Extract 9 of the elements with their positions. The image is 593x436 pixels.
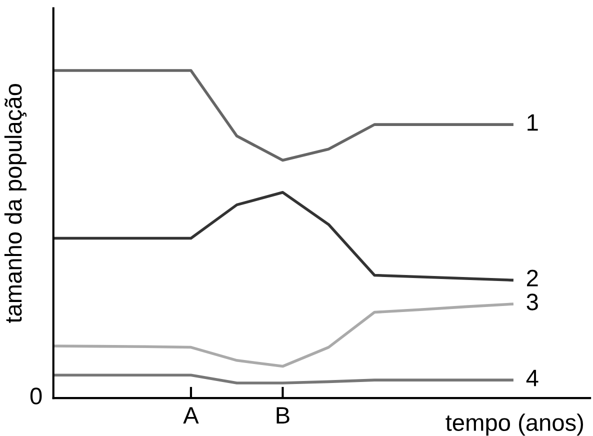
y-axis-title: tamanho da população <box>4 84 27 323</box>
x-tick-label: B <box>276 407 290 424</box>
series-label: 4 <box>526 370 538 386</box>
series-label: 1 <box>528 114 538 131</box>
x-axis-title: tempo (anos) <box>446 414 583 436</box>
x-tick-label: A <box>183 407 199 424</box>
series-label: 3 <box>526 294 538 310</box>
annotation: 0 <box>30 388 42 404</box>
series-label: 2 <box>527 270 538 286</box>
